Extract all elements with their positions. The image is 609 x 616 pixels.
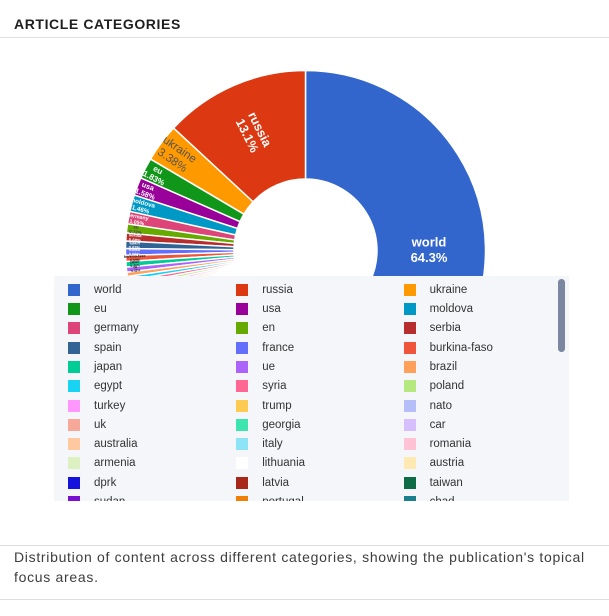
svg-text:japan: japan: [129, 260, 139, 265]
svg-text:0.46%: 0.46%: [130, 263, 140, 268]
svg-text:france: france: [129, 247, 142, 252]
svg-text:0.56%: 0.56%: [129, 251, 141, 256]
svg-text:1.46%: 1.46%: [131, 204, 150, 216]
svg-text:spain: spain: [129, 240, 140, 245]
svg-text:1.05%: 1.05%: [129, 219, 145, 228]
svg-text:0.42%: 0.42%: [131, 268, 141, 273]
svg-text:eu: eu: [152, 164, 165, 176]
svg-text:serbia: serbia: [129, 232, 143, 238]
svg-text:0.62%: 0.62%: [129, 245, 141, 250]
svg-text:germany: germany: [127, 212, 149, 222]
svg-text:usa: usa: [141, 180, 157, 193]
svg-text:0.50%: 0.50%: [130, 258, 141, 262]
svg-text:en: en: [133, 224, 139, 230]
svg-text:ue: ue: [133, 265, 137, 269]
svg-text:0.68%: 0.68%: [129, 237, 142, 243]
svg-text:64.3%: 64.3%: [411, 250, 448, 265]
svg-text:0.72%: 0.72%: [129, 229, 142, 236]
svg-text:burkina-faso: burkina-faso: [124, 254, 147, 259]
svg-text:world: world: [411, 235, 447, 250]
